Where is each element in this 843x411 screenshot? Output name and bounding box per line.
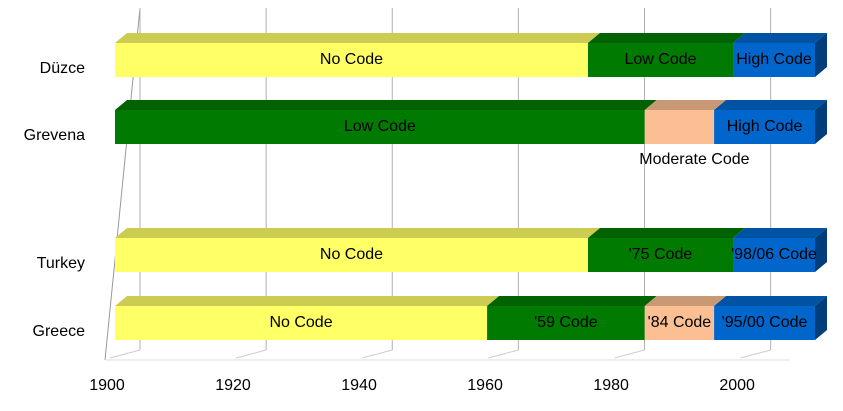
bar-segment <box>733 43 815 77</box>
bar-top <box>587 228 746 238</box>
x-tick-label: 1960 <box>467 377 503 394</box>
bar-segment <box>714 306 815 340</box>
bar-segment <box>115 43 588 77</box>
bar-top <box>115 296 500 306</box>
bar-side <box>815 228 827 272</box>
x-tick-label: 1940 <box>341 377 377 394</box>
segment-label: Low Code <box>624 51 696 68</box>
category-label: Düzce <box>40 60 85 77</box>
category-label: Grevena <box>24 127 85 144</box>
bar-top <box>587 33 746 43</box>
segment-label: No Code <box>320 246 383 263</box>
x-tick-label: 1980 <box>593 377 629 394</box>
bar-segment <box>644 306 715 340</box>
bar-segment <box>587 43 734 77</box>
bar-side <box>815 33 827 77</box>
tick-mark <box>488 349 519 359</box>
bar-top <box>714 296 827 306</box>
bar-top <box>714 100 827 110</box>
x-tick-label: 1920 <box>215 377 251 394</box>
bar-top <box>115 228 600 238</box>
bar-top <box>644 100 727 110</box>
x-tick-label: 2000 <box>719 377 755 394</box>
segment-label: '95/00 Code <box>722 314 808 331</box>
category-label: Greece <box>33 323 86 340</box>
bar-segment <box>587 238 734 272</box>
bar-segment <box>733 238 815 272</box>
tick-mark <box>235 349 267 359</box>
category-label: Turkey <box>37 255 85 272</box>
bar-top <box>733 33 827 43</box>
segment-label: No Code <box>320 51 383 68</box>
tick-mark <box>109 349 141 359</box>
bar-side <box>815 296 827 340</box>
tick-mark <box>362 349 393 359</box>
segment-label: Moderate Code <box>639 151 749 168</box>
x-tick-label: 1900 <box>89 377 125 394</box>
bar-segment <box>115 110 645 144</box>
bar-segment <box>487 306 645 340</box>
bar-segment <box>644 110 715 144</box>
bar-segment <box>115 238 588 272</box>
bar-segment <box>714 110 815 144</box>
segment-label: '59 Code <box>534 314 598 331</box>
bar-side <box>815 100 827 144</box>
tick-mark <box>740 349 771 359</box>
bar-top <box>115 33 600 43</box>
bar-top <box>733 228 827 238</box>
tick-mark <box>614 349 645 359</box>
segment-label: '98/06 Code <box>731 246 817 263</box>
segment-label: High Code <box>736 51 812 68</box>
bar-top <box>644 296 727 306</box>
bar-top <box>487 296 657 306</box>
bar-top <box>115 100 657 110</box>
segment-label: High Code <box>727 118 803 135</box>
segment-label: '75 Code <box>629 246 693 263</box>
segment-label: '84 Code <box>648 314 712 331</box>
bar-segment <box>115 306 488 340</box>
segment-label: No Code <box>269 314 332 331</box>
segment-label: Low Code <box>344 118 416 135</box>
